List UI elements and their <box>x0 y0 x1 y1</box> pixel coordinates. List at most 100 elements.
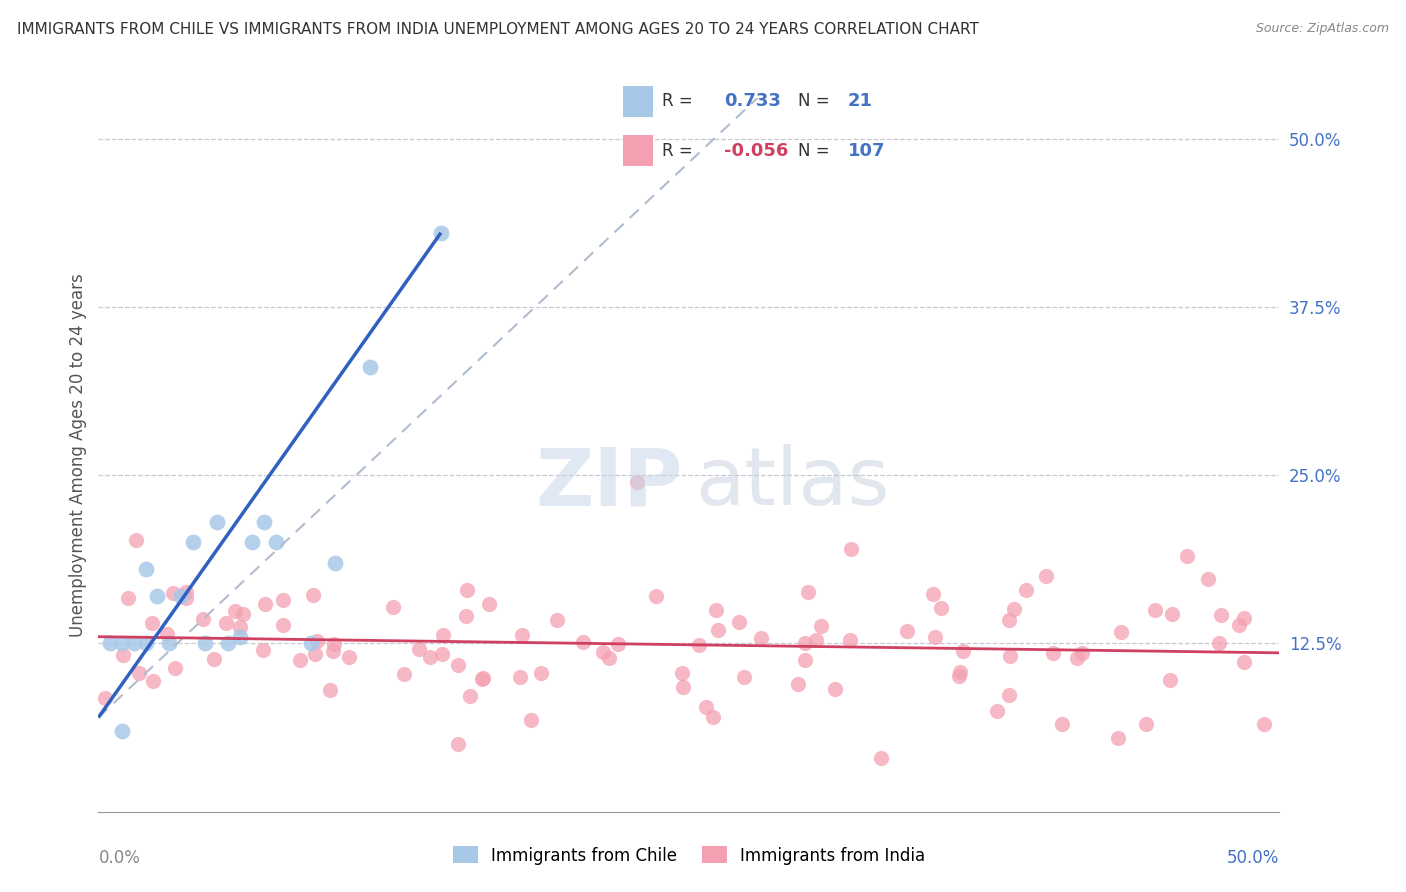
Point <box>253 597 276 611</box>
Point <box>510 628 533 642</box>
Point <box>271 617 294 632</box>
Point <box>157 636 180 650</box>
Point <box>530 666 553 681</box>
Point <box>1035 569 1057 583</box>
Text: 50.0%: 50.0% <box>1227 849 1279 867</box>
Point <box>128 665 150 680</box>
Point <box>176 585 198 599</box>
Point <box>1233 611 1256 625</box>
Point <box>804 632 827 647</box>
Point <box>509 670 531 684</box>
Point <box>322 644 344 658</box>
Point <box>948 669 970 683</box>
Text: 0.733: 0.733 <box>724 93 780 111</box>
Point <box>142 673 165 688</box>
Point <box>232 607 254 622</box>
Point <box>111 648 134 662</box>
Text: N =: N = <box>797 93 830 111</box>
Point <box>702 710 724 724</box>
Point <box>359 360 381 375</box>
Point <box>952 644 974 658</box>
Point <box>447 737 470 751</box>
Point <box>299 636 322 650</box>
Point <box>1161 607 1184 622</box>
Point <box>929 601 952 615</box>
Point <box>162 586 184 600</box>
Point <box>592 645 614 659</box>
Point <box>1042 646 1064 660</box>
Point <box>1197 572 1219 586</box>
Point <box>922 587 945 601</box>
Point <box>704 603 727 617</box>
Point <box>432 648 454 662</box>
Point <box>271 592 294 607</box>
Point <box>598 651 620 665</box>
Text: -0.056: -0.056 <box>724 142 789 160</box>
Point <box>841 542 863 557</box>
Text: N =: N = <box>797 142 830 160</box>
Point <box>146 589 169 603</box>
Point <box>695 699 717 714</box>
Point <box>174 591 197 605</box>
Point <box>1050 717 1073 731</box>
Point <box>645 589 668 603</box>
Point <box>794 652 817 666</box>
Point <box>810 619 832 633</box>
Point <box>392 666 415 681</box>
Point <box>672 680 695 694</box>
Point <box>122 636 145 650</box>
Point <box>1066 651 1088 665</box>
Point <box>787 677 810 691</box>
Point <box>1144 603 1167 617</box>
Point <box>1211 608 1233 623</box>
Point <box>870 751 893 765</box>
Point <box>430 226 453 240</box>
Point <box>323 556 346 570</box>
Point <box>1000 648 1022 663</box>
Point <box>215 616 238 631</box>
Point <box>117 591 139 605</box>
Point <box>228 620 250 634</box>
Point <box>626 475 648 489</box>
Text: 107: 107 <box>848 142 886 160</box>
Point <box>124 533 146 548</box>
Point <box>419 649 441 664</box>
Point <box>793 636 815 650</box>
Point <box>478 597 501 611</box>
Point <box>1227 618 1250 632</box>
Point <box>824 682 846 697</box>
Point <box>986 704 1008 718</box>
Point <box>456 583 478 598</box>
Point <box>381 599 404 614</box>
Point <box>98 636 121 650</box>
Point <box>1070 646 1092 660</box>
Point <box>671 665 693 680</box>
Point <box>688 638 710 652</box>
Text: R =: R = <box>662 142 693 160</box>
Point <box>319 682 342 697</box>
Point <box>224 605 246 619</box>
Point <box>229 630 252 644</box>
Point <box>839 632 862 647</box>
Point <box>135 636 157 650</box>
Point <box>749 631 772 645</box>
Point <box>1232 655 1254 669</box>
Point <box>797 584 820 599</box>
Point <box>458 690 481 704</box>
Point <box>181 535 204 549</box>
Point <box>454 608 477 623</box>
Point <box>546 613 568 627</box>
Point <box>191 612 214 626</box>
Point <box>205 515 228 529</box>
Point <box>240 535 263 549</box>
Point <box>432 628 454 642</box>
Point <box>447 658 470 673</box>
Y-axis label: Unemployment Among Ages 20 to 24 years: Unemployment Among Ages 20 to 24 years <box>69 273 87 637</box>
Point <box>728 615 751 630</box>
Point <box>1175 549 1198 563</box>
Point <box>1253 717 1275 731</box>
Point <box>305 633 328 648</box>
Text: 21: 21 <box>848 93 873 111</box>
Point <box>135 562 157 576</box>
Point <box>111 636 134 650</box>
